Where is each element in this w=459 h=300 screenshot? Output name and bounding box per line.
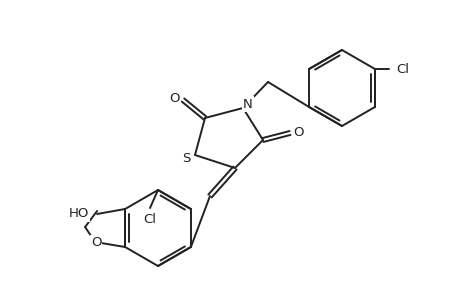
Text: N: N — [243, 98, 252, 110]
Text: HO: HO — [69, 208, 89, 220]
Text: O: O — [169, 92, 180, 104]
Text: Cl: Cl — [396, 62, 409, 76]
Text: Cl: Cl — [143, 214, 156, 226]
Text: O: O — [293, 127, 303, 140]
Text: S: S — [181, 152, 190, 164]
Text: O: O — [90, 236, 101, 250]
